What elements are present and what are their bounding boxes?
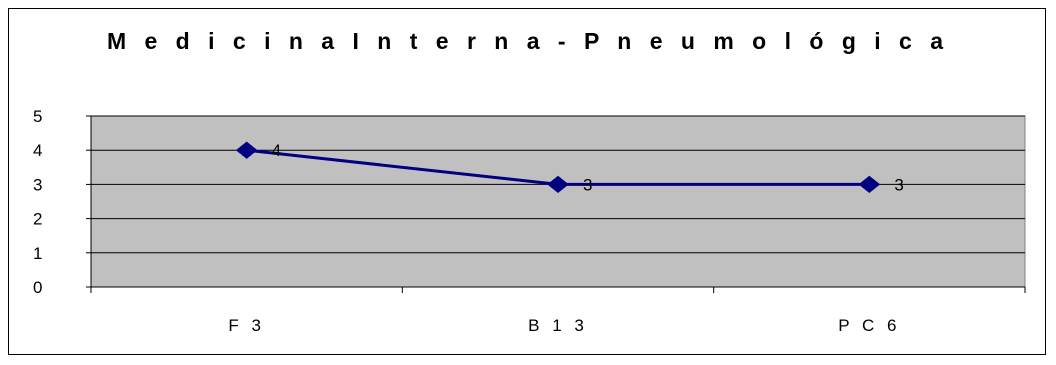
x-tick-label: F 3 [228, 316, 265, 335]
data-point-marker [547, 175, 569, 194]
y-axis-ticks: 0 1 2 3 4 5 [33, 107, 91, 297]
y-tick-label: 2 [33, 210, 42, 229]
y-tick-label: 5 [33, 107, 42, 126]
data-point-marker [858, 175, 881, 194]
x-axis-ticks: F 3 B 1 3 P C 6 [90, 287, 1026, 335]
y-tick-label: 1 [33, 244, 42, 263]
y-tick-label: 3 [33, 175, 42, 194]
series-group: 4 3 3 [235, 141, 904, 194]
data-label: 3 [583, 175, 592, 194]
chart-title: M e d i c i n a I n t e r n a - P n e u … [106, 28, 950, 54]
x-tick-label: B 1 3 [528, 316, 588, 335]
data-label: 4 [272, 141, 281, 160]
data-point-marker [235, 141, 258, 159]
y-tick-label: 4 [33, 141, 42, 160]
plot-area [90, 115, 1026, 288]
x-tick-label: P C 6 [838, 316, 900, 335]
y-tick-label: 0 [33, 278, 42, 297]
data-label: 3 [894, 175, 903, 194]
